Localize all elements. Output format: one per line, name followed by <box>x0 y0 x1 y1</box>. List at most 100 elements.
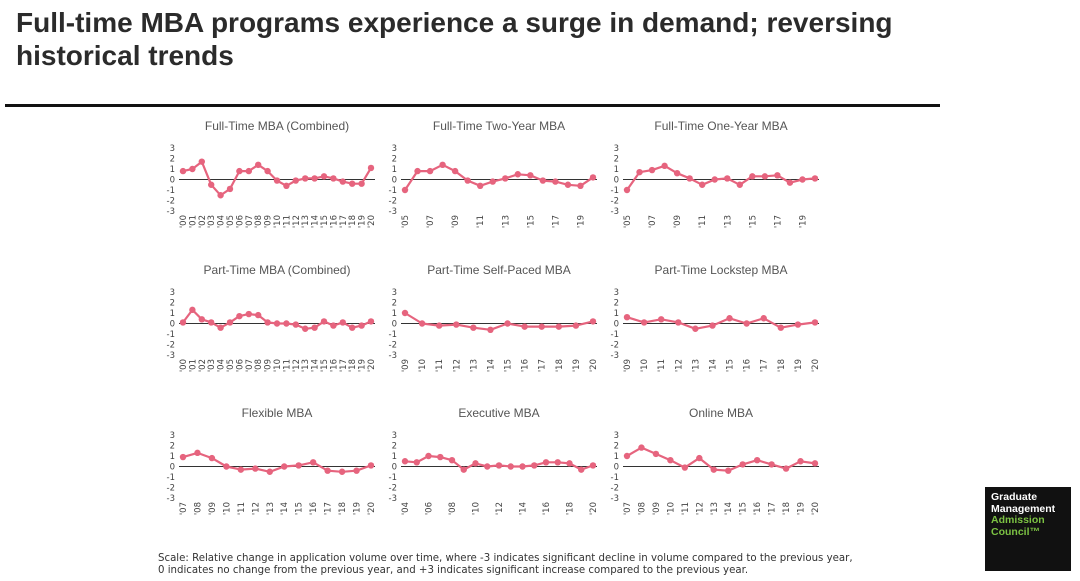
data-point <box>320 173 328 180</box>
data-point <box>324 467 331 474</box>
y-tick-label: 0 <box>170 176 175 186</box>
page-title: Full-time MBA programs experience a surg… <box>16 7 893 71</box>
x-tick-label: '01 <box>188 215 198 228</box>
x-tick-label: '17 <box>324 502 334 515</box>
data-point <box>710 466 717 473</box>
data-point <box>470 324 477 331</box>
data-point <box>217 324 224 331</box>
data-point <box>531 462 538 469</box>
x-tick-label: '17 <box>773 215 783 228</box>
data-point <box>521 323 528 330</box>
data-point <box>797 458 804 465</box>
x-tick-label: '20 <box>367 215 377 228</box>
data-point <box>311 175 318 182</box>
y-tick-label: 1 <box>392 452 397 462</box>
data-point <box>367 318 375 325</box>
x-tick-label: '02 <box>198 215 208 228</box>
y-tick-label: 1 <box>392 309 397 319</box>
data-point <box>179 453 187 461</box>
x-tick-label: '11 <box>698 215 708 228</box>
data-point <box>724 175 731 182</box>
series-line <box>626 164 816 191</box>
data-point <box>339 319 346 326</box>
data-point <box>264 319 271 326</box>
y-tick-label: 2 <box>614 155 619 165</box>
data-point <box>236 312 243 320</box>
x-tick-label: '02 <box>198 359 208 372</box>
x-tick-label: '20 <box>367 502 377 515</box>
data-point <box>264 167 271 175</box>
x-tick-label: '17 <box>538 359 548 372</box>
data-point <box>538 323 545 330</box>
data-point <box>245 167 252 175</box>
data-point <box>245 310 252 318</box>
data-point <box>774 172 781 179</box>
y-tick-label: -2 <box>167 484 175 494</box>
y-tick-label: -3 <box>611 207 619 217</box>
x-tick-label: '15 <box>320 359 330 372</box>
data-point <box>709 322 716 329</box>
x-tick-label: '19 <box>358 215 368 228</box>
data-point <box>236 167 243 175</box>
data-point <box>799 176 806 183</box>
y-tick-label: -1 <box>611 330 619 340</box>
x-tick-label: '19 <box>358 359 368 372</box>
x-tick-label: '10 <box>640 359 650 372</box>
data-point <box>739 461 746 468</box>
data-point <box>252 465 259 472</box>
data-point <box>477 182 484 189</box>
x-tick-label: '01 <box>188 359 198 372</box>
x-tick-label: '05 <box>623 215 633 228</box>
x-tick-label: '06 <box>235 359 245 372</box>
chart-title: Full-Time One-Year MBA <box>654 119 787 133</box>
data-point <box>255 311 262 319</box>
x-tick-label: '11 <box>237 502 247 515</box>
data-point <box>504 320 511 327</box>
data-point <box>198 158 205 165</box>
data-point <box>489 178 496 185</box>
logo-line-1: Graduate <box>991 491 1038 503</box>
x-tick-label: '07 <box>648 215 658 228</box>
y-tick-label: 0 <box>614 320 619 330</box>
title-divider <box>5 104 940 107</box>
y-tick-label: -2 <box>167 341 175 351</box>
data-point <box>623 186 631 194</box>
data-point <box>782 465 790 472</box>
data-point <box>217 192 224 199</box>
data-point <box>401 458 409 465</box>
data-point <box>358 322 365 329</box>
data-point <box>367 164 375 172</box>
data-point <box>283 182 290 189</box>
x-tick-label: '08 <box>254 215 264 228</box>
data-point <box>338 468 346 475</box>
x-tick-label: '19 <box>798 215 808 228</box>
x-tick-label: '10 <box>418 359 428 372</box>
y-tick-label: -1 <box>611 473 619 483</box>
x-tick-label: '12 <box>292 215 302 228</box>
x-tick-label: '17 <box>339 215 349 228</box>
y-tick-label: 2 <box>614 299 619 309</box>
x-tick-label: '15 <box>526 215 536 228</box>
x-tick-label: '07 <box>623 502 633 515</box>
data-point <box>309 459 317 466</box>
data-point <box>640 319 648 326</box>
x-tick-label: '10 <box>222 502 232 515</box>
data-point <box>661 162 668 170</box>
x-tick-label: '08 <box>193 502 203 515</box>
data-point <box>426 167 434 175</box>
x-tick-label: '17 <box>551 215 561 228</box>
data-point <box>811 460 819 467</box>
data-point <box>414 167 421 175</box>
x-tick-label: '18 <box>348 359 358 372</box>
y-tick-label: 1 <box>614 165 619 175</box>
data-point <box>179 319 187 326</box>
data-point <box>699 181 706 188</box>
x-tick-label: '15 <box>748 215 758 228</box>
y-tick-label: 1 <box>614 452 619 462</box>
y-tick-label: 1 <box>614 309 619 319</box>
x-tick-label: '09 <box>264 359 274 372</box>
data-point <box>349 180 356 187</box>
x-tick-label: '11 <box>435 359 445 372</box>
